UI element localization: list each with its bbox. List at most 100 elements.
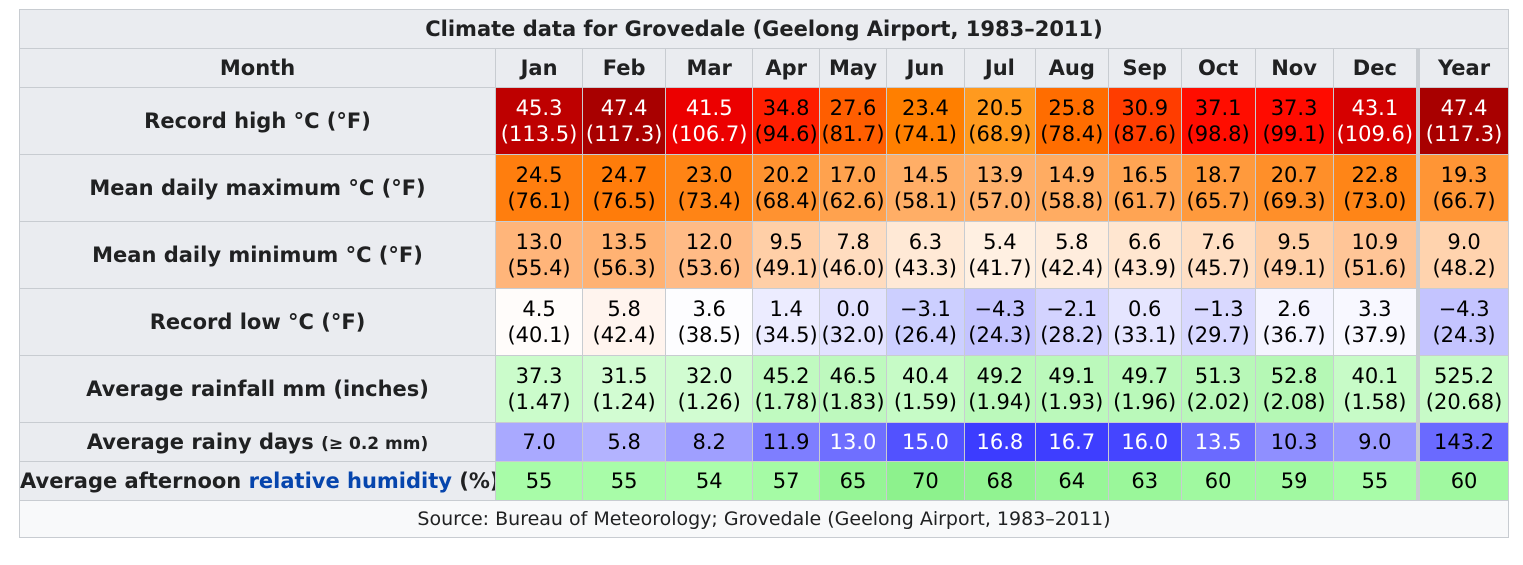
cell-value-imperial: (69.3) [1262,189,1326,213]
data-cell: 45.3 (113.5) [495,87,584,155]
cell-value-imperial: (49.1) [1262,256,1326,280]
cell-value-imperial: (37.9) [1343,323,1407,347]
month-header-cell: May [819,48,887,88]
row-record-low: Record low °C (°F) 4.5 (40.1) 5.8 (42.4) 3.6… [18,288,1510,356]
row-average-humidity: Average afternoon relative humidity (%) … [18,461,1510,501]
cell-value-imperial: (42.4) [592,323,656,347]
cell-value-imperial: (51.6) [1343,256,1407,280]
cell-value-imperial: (94.6) [754,122,818,146]
cell-value: 13.0 [829,430,877,454]
data-cell: 0.0 (32.0) [819,288,887,356]
cell-value: 40.1 [1351,364,1399,388]
data-cell: 10.3 [1254,422,1334,462]
table-caption: Climate data for Grovedale (Geelong Airp… [19,9,1509,49]
data-cell: 13.5 (56.3) [582,221,667,289]
cell-value-imperial: (58.1) [893,189,957,213]
cell-value: 3.3 [1358,297,1392,321]
cell-value: 15.0 [902,430,949,454]
cell-value-imperial: (1.58) [1343,390,1407,414]
data-cell: −4.3 (24.3) [963,288,1036,356]
data-cell: 40.1 (1.58) [1332,355,1419,423]
data-cell: 13.0 [819,422,887,462]
data-cell: 7.8 (46.0) [819,221,887,289]
cell-value-imperial: (20.68) [1425,390,1503,414]
data-cell: 49.2 (1.94) [963,355,1036,423]
cell-value: 10.9 [1351,230,1399,254]
data-cell: 31.5 (1.24) [582,355,667,423]
cell-value-imperial: (66.7) [1432,189,1496,213]
data-cell: 57 [752,461,821,501]
row-mean-daily-maximum: Mean daily maximum °C (°F) 24.5 (76.1) 24.… [18,154,1510,222]
data-cell: 9.5 (49.1) [752,221,821,289]
data-cell: 9.0 (48.2) [1416,221,1510,289]
cell-value: 12.0 [685,230,733,254]
data-cell: 20.5 (68.9) [963,87,1036,155]
cell-value-imperial: (73.4) [677,189,741,213]
cell-value: 52.8 [1270,364,1318,388]
cell-value: 49.7 [1121,364,1169,388]
cell-value: 16.0 [1121,430,1169,454]
data-cell: 6.3 (43.3) [885,221,965,289]
cell-value-imperial: (38.5) [677,323,741,347]
data-cell: 25.8 (78.4) [1034,87,1109,155]
cell-value: 25.8 [1048,96,1096,120]
humidity-label-prefix: Average afternoon [20,469,242,493]
cell-value: 37.3 [515,364,563,388]
data-cell: 16.0 [1107,422,1182,462]
data-cell: 23.0 (73.4) [665,154,754,222]
month-header-cell: Apr [752,48,821,88]
cell-value: 143.2 [1434,430,1495,454]
cell-value-imperial: (1.93) [1040,390,1104,414]
data-cell: 20.2 (68.4) [752,154,821,222]
cell-value: 5.8 [607,430,641,454]
cell-value: 2.6 [1277,297,1311,321]
row-label-record-low: Record low °C (°F) [18,288,497,356]
month-header-cell: Sep [1107,48,1182,88]
cell-value-imperial: (45.7) [1186,256,1250,280]
data-cell: 15.0 [885,422,965,462]
cell-value: 1.4 [769,297,803,321]
cell-value: 7.8 [836,230,870,254]
cell-value: 20.5 [976,96,1024,120]
cell-value-imperial: (73.0) [1343,189,1407,213]
cell-value: 5.8 [1055,230,1089,254]
cell-value: 65 [839,469,867,493]
cell-value-imperial: (1.47) [507,390,571,414]
cell-value: 64 [1058,469,1086,493]
cell-value: 60 [1450,469,1478,493]
data-cell: 49.1 (1.93) [1034,355,1109,423]
cell-value-imperial: (46.0) [821,256,885,280]
cell-value-imperial: (1.59) [893,390,957,414]
data-cell: 0.6 (33.1) [1107,288,1182,356]
data-cell: 51.3 (2.02) [1180,355,1256,423]
cell-value: 18.7 [1194,163,1242,187]
data-cell: 68 [963,461,1036,501]
cell-value: 30.9 [1121,96,1169,120]
cell-value: 14.5 [902,163,949,187]
data-cell: 37.3 (1.47) [495,355,584,423]
data-cell: −1.3 (29.7) [1180,288,1256,356]
month-header-cell: Jan [495,48,584,88]
data-cell: 9.5 (49.1) [1254,221,1334,289]
data-cell: 3.6 (38.5) [665,288,754,356]
cell-value: 16.5 [1121,163,1169,187]
data-cell: 23.4 (74.1) [885,87,965,155]
row-label-mean-daily-minimum: Mean daily minimum °C (°F) [18,221,497,289]
cell-value-imperial: (109.6) [1336,122,1414,146]
relative-humidity-link[interactable]: relative humidity [248,469,452,493]
cell-value: 13.5 [600,230,648,254]
source-footer: Source: Bureau of Meteorology; Grovedale… [19,500,1509,538]
data-cell: 14.9 (58.8) [1034,154,1109,222]
cell-value: 20.2 [762,163,810,187]
row-mean-daily-minimum: Mean daily minimum °C (°F) 13.0 (55.4) 13.… [18,221,1510,289]
data-cell: 22.8 (73.0) [1332,154,1419,222]
cell-value-imperial: (29.7) [1186,323,1250,347]
data-cell: 16.5 (61.7) [1107,154,1182,222]
cell-value-imperial: (117.3) [1425,122,1503,146]
month-header: Month [18,48,497,88]
cell-value-imperial: (28.2) [1040,323,1104,347]
data-cell: 45.2 (1.78) [752,355,821,423]
row-label-average-humidity: Average afternoon relative humidity (%) [18,461,497,501]
cell-value: 22.8 [1351,163,1399,187]
cell-value: 3.6 [692,297,726,321]
